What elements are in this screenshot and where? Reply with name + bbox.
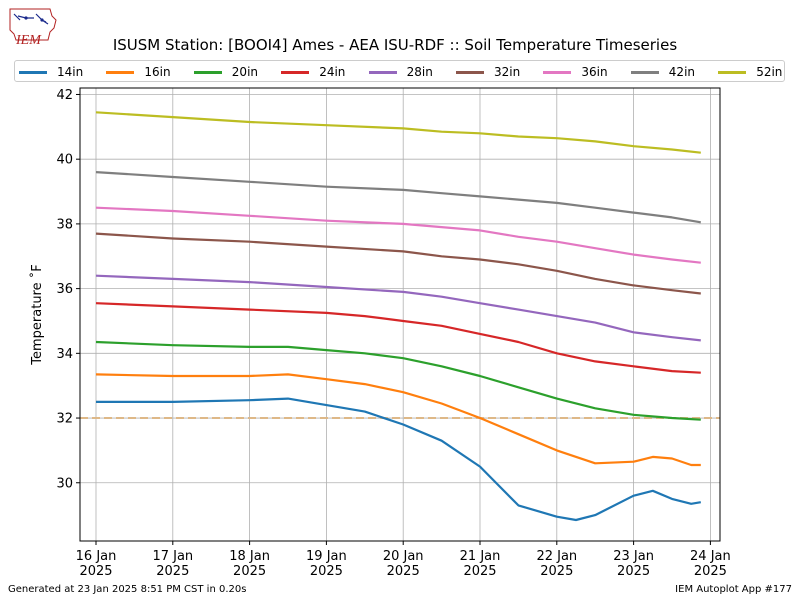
svg-text:IEM: IEM [15,33,42,48]
x-tick-label: 2025 [156,564,189,579]
legend-label: 16in [144,65,171,79]
legend-label: 24in [319,65,346,79]
generated-timestamp: Generated at 23 Jan 2025 8:51 PM CST in … [8,584,247,595]
legend-label: 32in [494,65,521,79]
series-line-28in [95,274,701,342]
app-credit: IEM Autoplot App #177 [675,584,792,595]
series-line-52in [95,111,701,154]
series-line-20in [95,340,701,421]
x-tick-label: 2025 [79,564,112,579]
y-tick-label: 40 [56,153,73,168]
legend-label: 42in [668,65,696,79]
x-tick-label: 23 Jan [613,549,654,564]
x-tick-label: 19 Jan [306,549,347,564]
x-tick-label: 2025 [463,564,496,579]
legend-swatch [281,71,310,74]
iem-logo: IEM [9,8,57,48]
y-axis-label: Temperature ˚F [29,264,45,365]
series-line-42in [95,171,701,224]
x-tick-label: 18 Jan [229,549,270,564]
x-tick-label: 2025 [387,564,420,579]
series-line-14in [96,397,701,522]
legend-swatch [19,71,47,74]
chart-title: ISUSM Station: [BOOI4] Ames - AEA ISU-RD… [112,36,678,54]
legend-label: 52in [756,65,783,79]
x-tick-label: 24 Jan [690,549,731,564]
y-tick-label: 36 [56,282,73,297]
x-tick-label: 21 Jan [460,549,501,564]
legend-label: 28in [406,65,433,79]
legend-label: 36in [581,65,608,79]
x-tick-label: 20 Jan [383,549,424,564]
series-line-16in [95,373,701,467]
legend-swatch [368,71,397,74]
y-tick-label: 32 [56,412,73,427]
series-line-36in [95,206,701,264]
y-tick-label: 34 [56,347,73,362]
x-tick-label: 2025 [233,564,266,579]
y-tick-label: 42 [56,88,73,103]
x-tick-label: 2025 [310,564,343,579]
series-line-32in [95,232,701,295]
x-tick-label: 2025 [694,564,727,579]
legend-swatch [106,71,135,74]
x-tick-label: 17 Jan [152,549,193,564]
legend-swatch [543,71,572,74]
x-tick-label: 2025 [617,564,650,579]
legend-swatch [193,71,222,74]
y-tick-label: 38 [56,217,73,232]
legend-swatch [630,71,659,74]
legend-swatch [456,71,484,74]
x-tick-label: 16 Jan [76,549,117,564]
legend-label: 14in [57,65,84,79]
chart-legend: 14in 16in 20in 24in 28in 32in 36in 42in 52in [14,60,785,82]
series-line-24in [95,302,701,374]
legend-label: 20in [231,65,259,79]
y-tick-label: 30 [56,476,73,491]
x-tick-label: 2025 [540,564,573,579]
x-tick-label: 22 Jan [536,549,577,564]
legend-swatch [718,71,747,74]
plot-frame [79,87,721,542]
